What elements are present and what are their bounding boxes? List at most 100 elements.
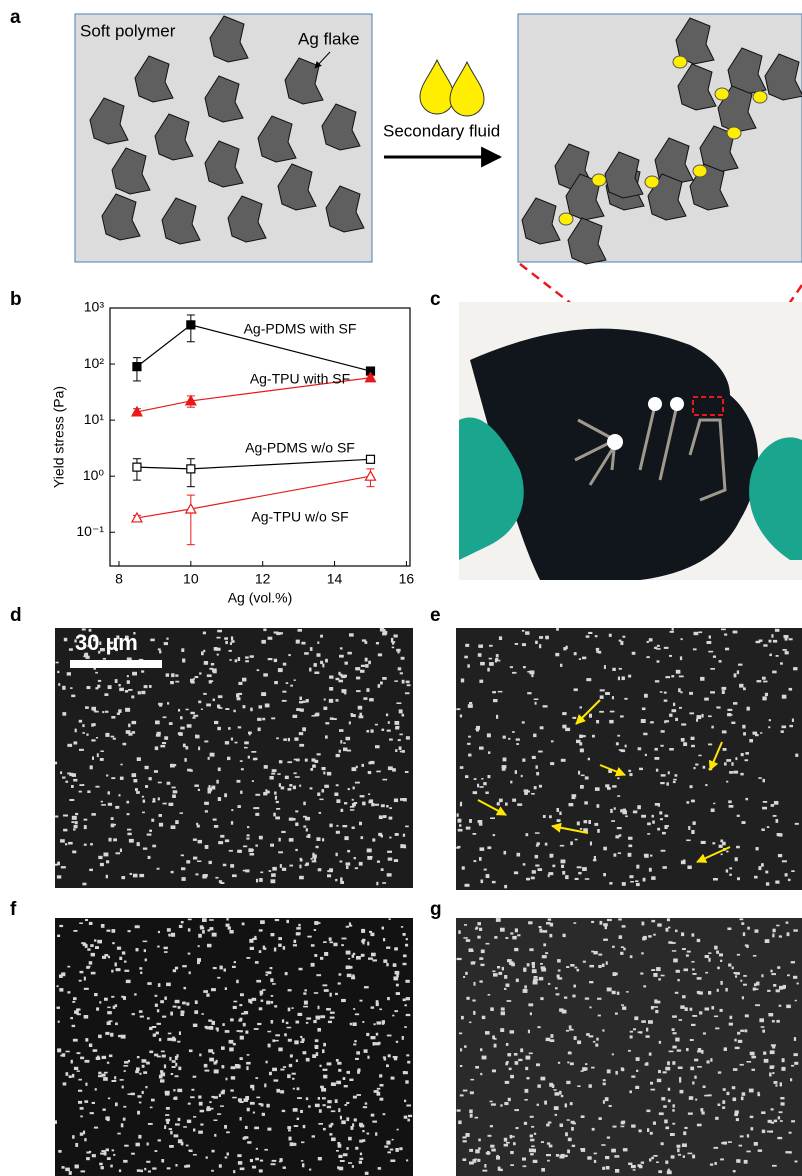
speck (368, 771, 371, 774)
speck (296, 708, 300, 711)
speck (675, 718, 678, 721)
speck (572, 1145, 575, 1147)
speck (186, 1002, 189, 1005)
speck (497, 802, 500, 805)
speck (292, 1078, 295, 1080)
panel-label: e (430, 605, 441, 626)
speck (490, 1145, 494, 1148)
speck (219, 1164, 222, 1167)
speck (261, 640, 266, 644)
speck (193, 1024, 198, 1027)
speck (726, 781, 728, 783)
speck (512, 936, 516, 940)
speck (314, 929, 316, 931)
speck (259, 1007, 263, 1010)
speck (108, 956, 110, 959)
speck (653, 973, 657, 977)
speck (108, 685, 112, 689)
speck (690, 1067, 694, 1071)
speck (329, 687, 333, 691)
speck (457, 1109, 461, 1111)
speck (504, 1102, 508, 1105)
speck (278, 851, 283, 853)
speck (577, 1085, 580, 1087)
speck (318, 1157, 322, 1160)
speck (301, 1160, 304, 1162)
speck (789, 688, 793, 691)
speck (289, 838, 294, 842)
speck (275, 817, 280, 820)
speck (651, 876, 655, 880)
speck (741, 753, 744, 756)
speck (680, 1005, 684, 1009)
speck (603, 1079, 606, 1081)
speck (203, 693, 207, 695)
speck (617, 992, 620, 995)
speck (329, 868, 333, 872)
speck (758, 777, 762, 779)
speck (382, 779, 387, 781)
speck (169, 722, 173, 725)
speck (512, 731, 515, 733)
speck (76, 1008, 80, 1010)
speck (574, 1036, 577, 1040)
speck (493, 699, 498, 702)
speck (548, 983, 550, 985)
speck (87, 686, 91, 689)
speck (773, 929, 776, 933)
speck (489, 662, 494, 666)
speck (629, 1091, 632, 1094)
speck (534, 1149, 537, 1153)
speck (378, 653, 382, 656)
speck (105, 711, 108, 713)
speck (369, 698, 374, 701)
speck (354, 857, 356, 859)
speck (214, 1120, 218, 1122)
speck (287, 1027, 292, 1029)
speck (359, 1158, 363, 1160)
speck (289, 784, 292, 787)
speck (695, 764, 698, 766)
speck (186, 709, 189, 711)
speck (173, 969, 176, 972)
speck (211, 988, 216, 991)
speck (618, 852, 621, 854)
speck (531, 793, 535, 795)
speck (117, 1133, 121, 1135)
speck (570, 964, 574, 967)
speck (663, 866, 667, 869)
speck (387, 851, 392, 853)
speck (130, 873, 132, 875)
speck (161, 1051, 165, 1053)
speck (394, 977, 398, 981)
speck (69, 799, 74, 801)
speck (261, 692, 266, 696)
speck (532, 962, 535, 965)
speck (545, 636, 549, 640)
speck (352, 803, 356, 806)
speck (480, 847, 485, 851)
speck (406, 1014, 411, 1016)
speck (152, 1167, 156, 1169)
speck (561, 860, 566, 864)
speck (193, 1129, 195, 1132)
speck (303, 816, 307, 818)
speck (75, 821, 78, 824)
speck (724, 1047, 727, 1051)
speck (55, 1120, 57, 1124)
speck (593, 951, 597, 954)
figure: Soft polymer Ag flake Secondary fluid 30… (0, 0, 802, 1176)
speck (310, 787, 313, 789)
speck (155, 746, 159, 750)
speck (585, 998, 589, 1000)
speck (94, 939, 96, 941)
speck (643, 878, 646, 882)
speck (478, 1139, 481, 1142)
speck (291, 1007, 293, 1009)
speck (620, 715, 624, 717)
speck (760, 732, 762, 734)
speck (630, 1035, 633, 1038)
speck (510, 1135, 513, 1139)
speck (394, 635, 398, 638)
speck (458, 1121, 461, 1125)
